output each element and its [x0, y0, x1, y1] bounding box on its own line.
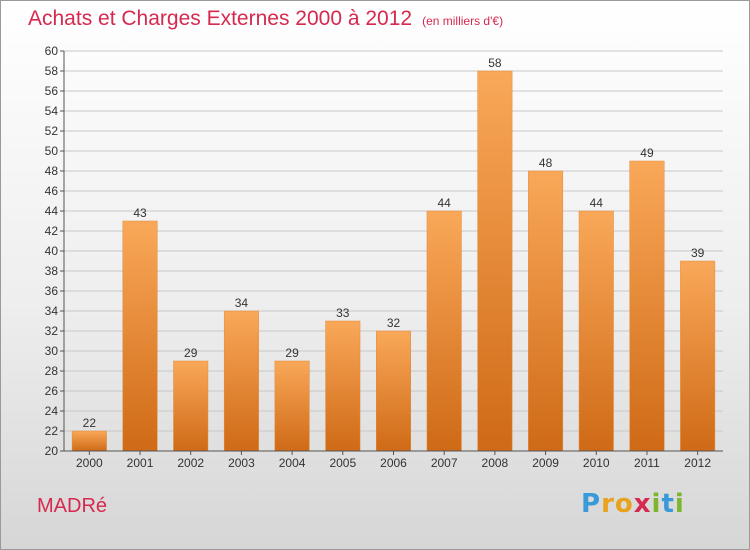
y-tick-label: 24 — [45, 404, 59, 418]
data-label-2004: 29 — [285, 346, 299, 360]
axes — [60, 50, 723, 455]
y-tick-label: 40 — [45, 244, 59, 258]
data-label-2003: 34 — [235, 296, 249, 310]
y-tick-label: 56 — [45, 84, 59, 98]
data-label-2000: 22 — [83, 416, 97, 430]
data-label-2012: 39 — [691, 246, 705, 260]
y-tick-label: 28 — [45, 364, 59, 378]
bar-2011 — [629, 160, 665, 452]
x-tick-label-2002: 2002 — [177, 456, 204, 470]
bar-2005 — [325, 320, 361, 452]
y-tick-label: 54 — [45, 104, 59, 118]
bar-2008 — [477, 70, 513, 452]
bar-2010 — [578, 210, 614, 452]
x-tick-label-2009: 2009 — [532, 456, 559, 470]
y-tick-label: 44 — [45, 204, 59, 218]
x-tick-label-2006: 2006 — [380, 456, 407, 470]
labels: 20 22 24 26 28 30 32 34 36 38 40 42 44 46 48 50 52 54 56 58… — [45, 44, 712, 470]
x-tick-label-2012: 2012 — [684, 456, 711, 470]
logo-letter: x — [633, 489, 652, 519]
logo-letter: P — [581, 489, 602, 519]
logo-letter: t — [661, 489, 675, 519]
data-label-2009: 48 — [539, 156, 553, 170]
y-tick-label: 20 — [45, 444, 59, 458]
data-label-2007: 44 — [438, 196, 452, 210]
logo-letter: o — [614, 489, 634, 519]
bar-2003 — [223, 310, 259, 452]
logo-letter: i — [674, 489, 685, 519]
data-label-2005: 33 — [336, 306, 350, 320]
y-tick-label: 30 — [45, 344, 59, 358]
bar-2000 — [71, 430, 107, 452]
bar-2007 — [426, 210, 462, 452]
y-tick-label: 32 — [45, 324, 59, 338]
y-tick-label: 36 — [45, 284, 59, 298]
bar-2001 — [122, 220, 158, 452]
bar-2002 — [173, 360, 209, 452]
data-label-2008: 58 — [488, 56, 502, 70]
logo-letter: r — [601, 489, 615, 519]
bar-2004 — [274, 360, 310, 452]
bar-2012 — [680, 260, 716, 452]
x-tick-label-2000: 2000 — [76, 456, 103, 470]
data-label-2002: 29 — [184, 346, 198, 360]
proxiti-logo[interactable]: Proxiti — [581, 489, 685, 519]
bar-2006 — [376, 330, 411, 452]
x-tick-label-2003: 2003 — [228, 456, 255, 470]
y-tick-label: 38 — [45, 264, 59, 278]
data-label-2011: 49 — [640, 146, 654, 160]
y-tick-label: 26 — [45, 384, 59, 398]
y-tick-label: 42 — [45, 224, 59, 238]
x-tick-label-2008: 2008 — [482, 456, 509, 470]
logo-letter: i — [651, 489, 662, 519]
data-label-2006: 32 — [387, 316, 401, 330]
y-tick-label: 48 — [45, 164, 59, 178]
x-tick-label-2005: 2005 — [329, 456, 356, 470]
chart-title-text: Achats et Charges Externes 2000 à 2012 — [28, 7, 413, 30]
y-tick-label: 34 — [45, 304, 59, 318]
x-tick-label-2010: 2010 — [583, 456, 610, 470]
bars — [71, 70, 716, 452]
y-tick-label: 52 — [45, 124, 59, 138]
y-tick-label: 58 — [45, 64, 59, 78]
chart-title: Achats et Charges Externes 2000 à 2012 (e… — [28, 7, 503, 31]
x-tick-label-2004: 2004 — [279, 456, 306, 470]
data-label-2001: 43 — [133, 206, 147, 220]
y-tick-label: 50 — [45, 144, 59, 158]
data-label-2010: 44 — [590, 196, 604, 210]
x-tick-label-2007: 2007 — [431, 456, 458, 470]
bar-2009 — [528, 170, 564, 452]
chart-subtitle: (en milliers d'€) — [422, 14, 504, 28]
x-tick-label-2001: 2001 — [127, 456, 154, 470]
commune-name: MADRé — [37, 495, 108, 517]
x-tick-label-2011: 2011 — [634, 456, 660, 470]
y-tick-label: 46 — [45, 184, 59, 198]
y-tick-label: 22 — [45, 424, 59, 438]
y-tick-label: 60 — [45, 44, 59, 58]
